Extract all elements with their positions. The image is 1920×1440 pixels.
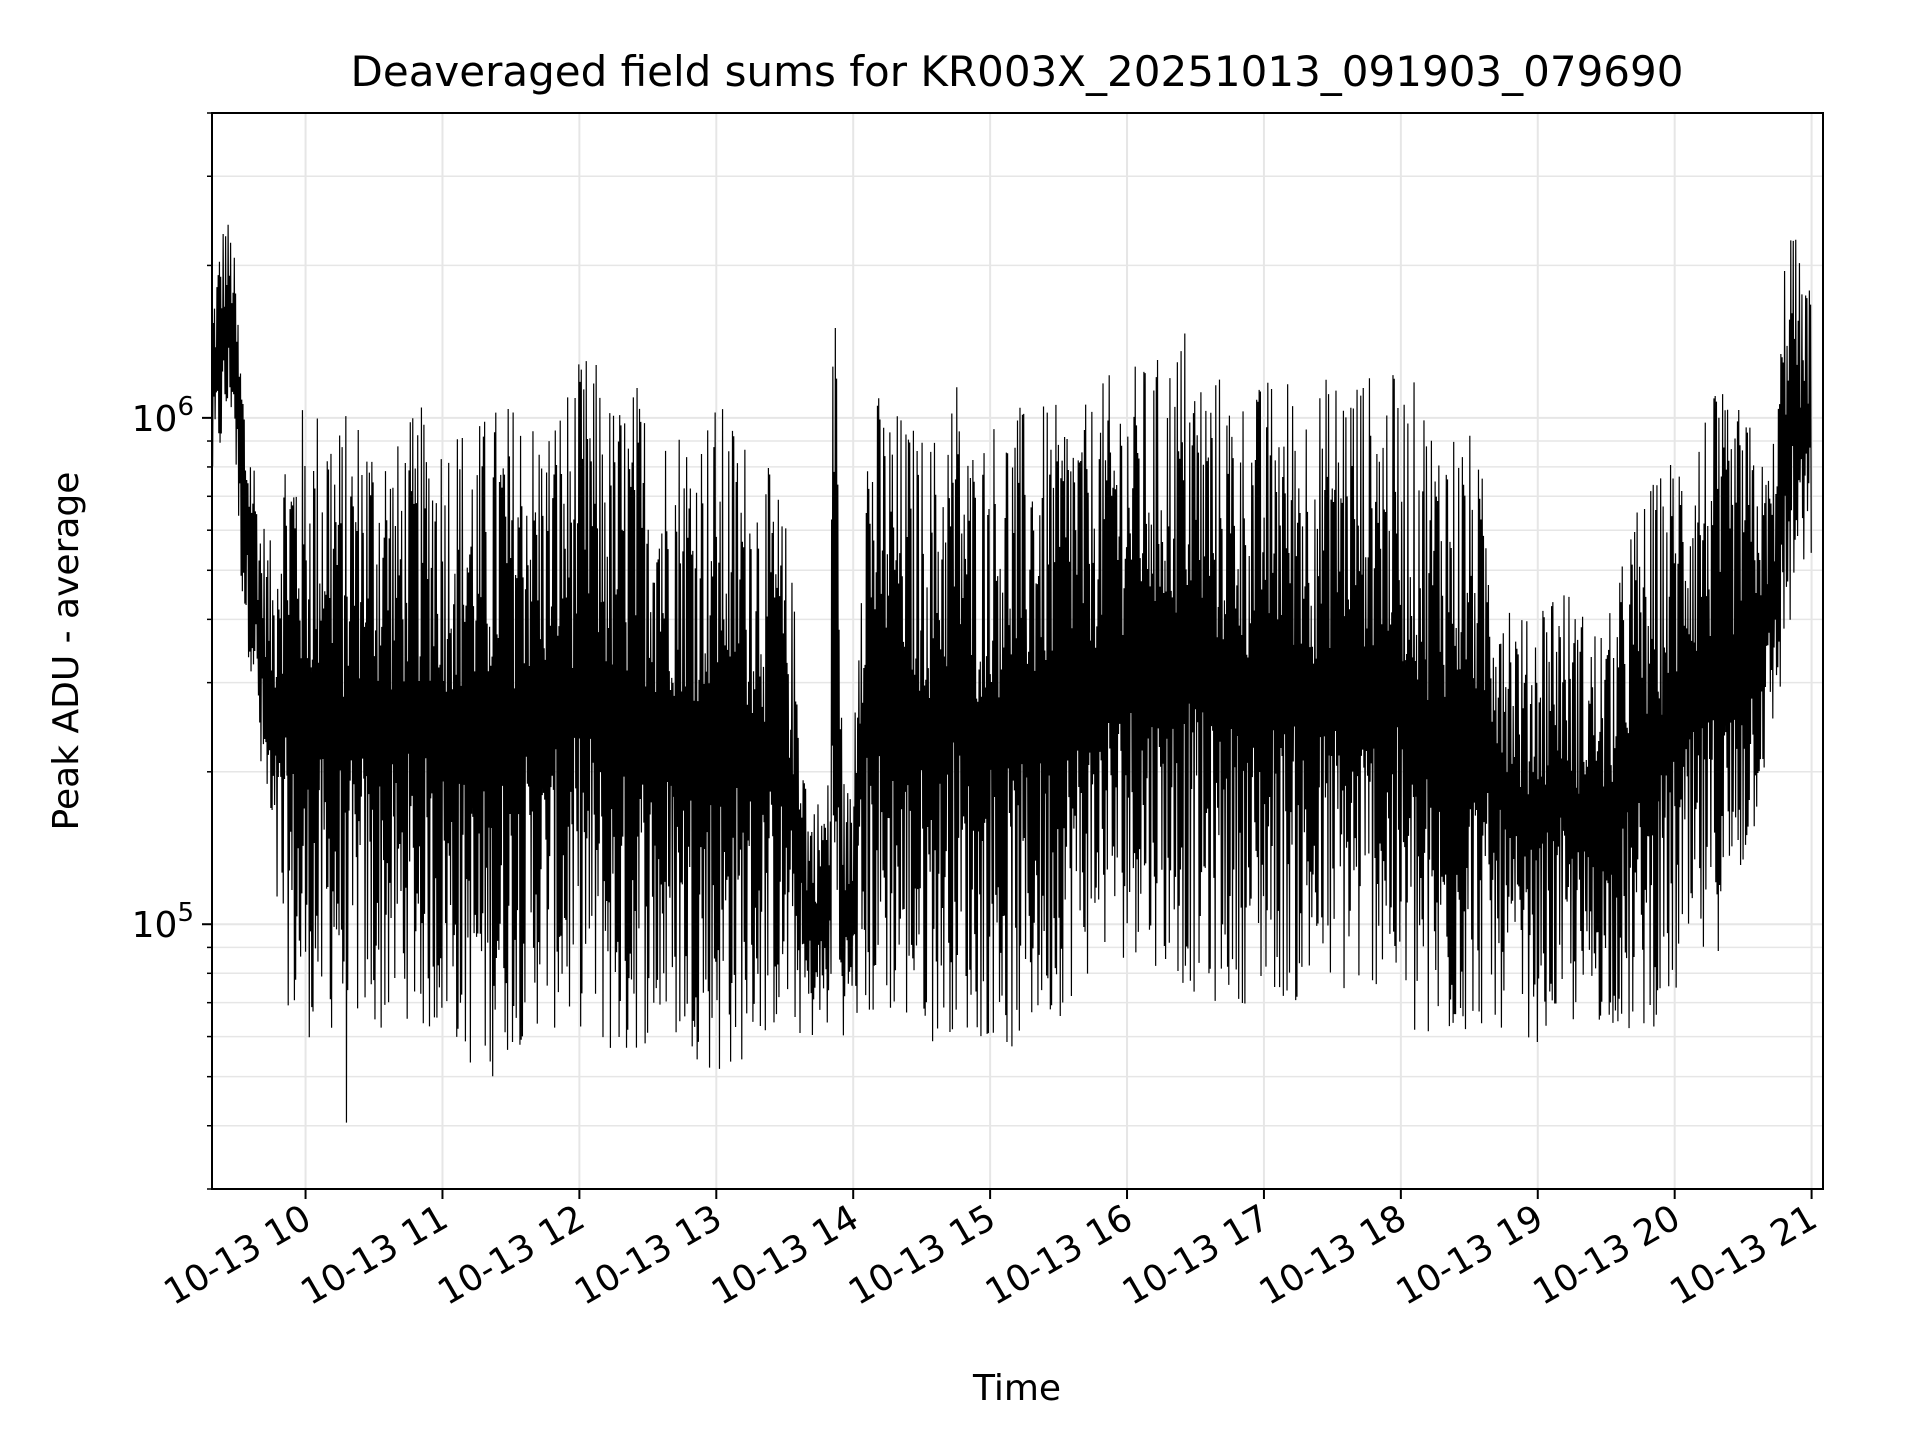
y-tick-label: 106 (132, 392, 194, 440)
series-group (212, 224, 1812, 1123)
y-axis-label: Peak ADU - average (46, 472, 87, 831)
chart-title: Deaveraged field sums for KR003X_2025101… (351, 47, 1684, 96)
plot-area (212, 224, 1812, 1123)
plot-frame (211, 112, 1824, 1190)
y-tick-label: 105 (132, 898, 194, 946)
series-line (212, 224, 1812, 1123)
y-axis: 105 106 (132, 112, 212, 1190)
x-axis-label: Time (972, 1368, 1061, 1409)
